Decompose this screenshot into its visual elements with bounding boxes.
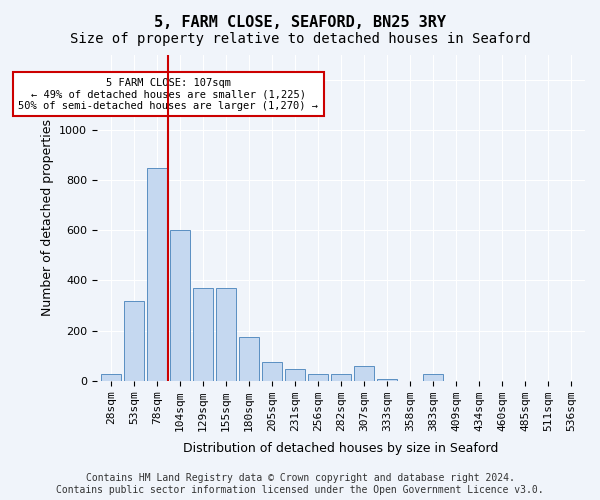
Bar (101, 374, 121, 380)
Bar (147, 168, 167, 380)
Bar (331, 374, 351, 380)
Text: Size of property relative to detached houses in Seaford: Size of property relative to detached ho… (70, 32, 530, 46)
Bar (170, 230, 190, 380)
Bar (124, 300, 143, 380)
Bar (262, 362, 282, 380)
Y-axis label: Number of detached properties: Number of detached properties (41, 120, 53, 316)
Bar (285, 370, 305, 380)
Text: Contains HM Land Registry data © Crown copyright and database right 2024.
Contai: Contains HM Land Registry data © Crown c… (56, 474, 544, 495)
Bar (216, 288, 236, 380)
X-axis label: Distribution of detached houses by size in Seaford: Distribution of detached houses by size … (184, 442, 499, 455)
Text: 5, FARM CLOSE, SEAFORD, BN25 3RY: 5, FARM CLOSE, SEAFORD, BN25 3RY (154, 15, 446, 30)
Bar (354, 366, 374, 380)
Bar (423, 374, 443, 380)
Bar (239, 337, 259, 380)
Text: 5 FARM CLOSE: 107sqm
← 49% of detached houses are smaller (1,225)
50% of semi-de: 5 FARM CLOSE: 107sqm ← 49% of detached h… (19, 78, 319, 110)
Bar (193, 288, 212, 380)
Bar (308, 374, 328, 380)
